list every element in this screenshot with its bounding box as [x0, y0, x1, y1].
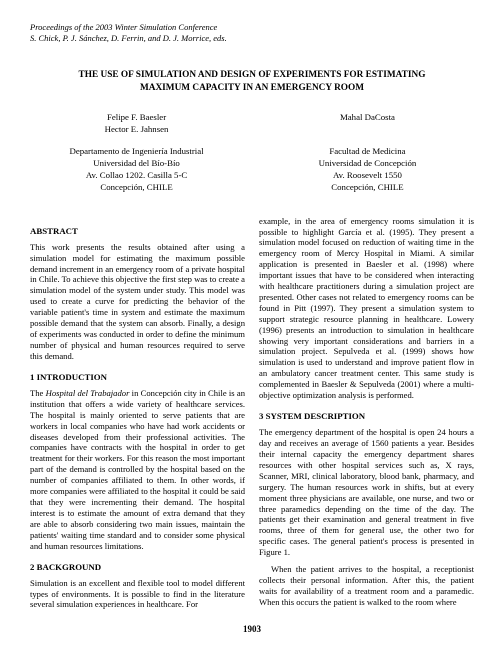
affil-line: Facultad de Medicina	[261, 146, 474, 158]
proceedings-header: Proceedings of the 2003 Winter Simulatio…	[30, 22, 474, 43]
affil-line: Universidad de Concepción	[261, 158, 474, 170]
section-1-heading: 1 INTRODUCTION	[30, 372, 245, 383]
affil-line: Departamento de Ingeniería Industrial	[30, 146, 243, 158]
title-line1: THE USE OF SIMULATION AND DESIGN OF EXPE…	[30, 69, 474, 82]
author-name: Mahal DaCosta	[261, 112, 474, 124]
section-3-heading: 3 SYSTEM DESCRIPTION	[259, 411, 474, 422]
abstract-heading: ABSTRACT	[30, 226, 245, 237]
affil-line: Av. Roosevelt 1550	[261, 170, 474, 182]
affiliation-row: Departamento de Ingeniería Industrial Un…	[30, 146, 474, 194]
affil-line: Concepción, CHILE	[261, 182, 474, 194]
paper-title: THE USE OF SIMULATION AND DESIGN OF EXPE…	[30, 69, 474, 94]
affil-block-right: Facultad de Medicina Universidad de Conc…	[261, 146, 474, 194]
author-name: Felipe F. Baesler	[30, 112, 243, 124]
section-3-body-2: When the patient arrives to the hospital…	[259, 564, 474, 608]
affil-line: Universidad del Bío-Bío	[30, 158, 243, 170]
section-1-body: The Hospital del Trabajador in Concepció…	[30, 388, 245, 552]
affil-line: Concepción, CHILE	[30, 182, 243, 194]
right-column: example, in the area of emergency rooms …	[259, 216, 474, 617]
affil-line: Av. Collao 1202. Casilla 5-C	[30, 170, 243, 182]
author-block-left: Felipe F. Baesler Hector E. Jahnsen	[30, 112, 243, 136]
section-3-body-1: The emergency department of the hospital…	[259, 427, 474, 558]
left-column: ABSTRACT This work presents the results …	[30, 216, 245, 617]
s1-pre: The	[30, 388, 46, 398]
page-root: Proceedings of the 2003 Winter Simulatio…	[0, 0, 504, 644]
proceedings-line2: S. Chick, P. J. Sánchez, D. Ferrin, and …	[30, 33, 474, 44]
section-2-body: Simulation is an excellent and flexible …	[30, 578, 245, 611]
hospital-name-italic: Hospital del Trabajador	[46, 388, 130, 398]
title-line2: MAXIMUM CAPACITY IN AN EMERGENCY ROOM	[30, 82, 474, 95]
authors-row: Felipe F. Baesler Hector E. Jahnsen Maha…	[30, 112, 474, 136]
abstract-body: This work presents the results obtained …	[30, 242, 245, 362]
two-column-body: ABSTRACT This work presents the results …	[30, 216, 474, 617]
proceedings-line1: Proceedings of the 2003 Winter Simulatio…	[30, 22, 474, 33]
s1-post: in Concepción city in Chile is an instit…	[30, 388, 245, 551]
author-block-right: Mahal DaCosta	[261, 112, 474, 136]
page-number: 1903	[30, 624, 474, 634]
section-2-heading: 2 BACKGROUND	[30, 562, 245, 573]
affil-block-left: Departamento de Ingeniería Industrial Un…	[30, 146, 243, 194]
author-name: Hector E. Jahnsen	[30, 124, 243, 136]
background-continued: example, in the area of emergency rooms …	[259, 216, 474, 401]
